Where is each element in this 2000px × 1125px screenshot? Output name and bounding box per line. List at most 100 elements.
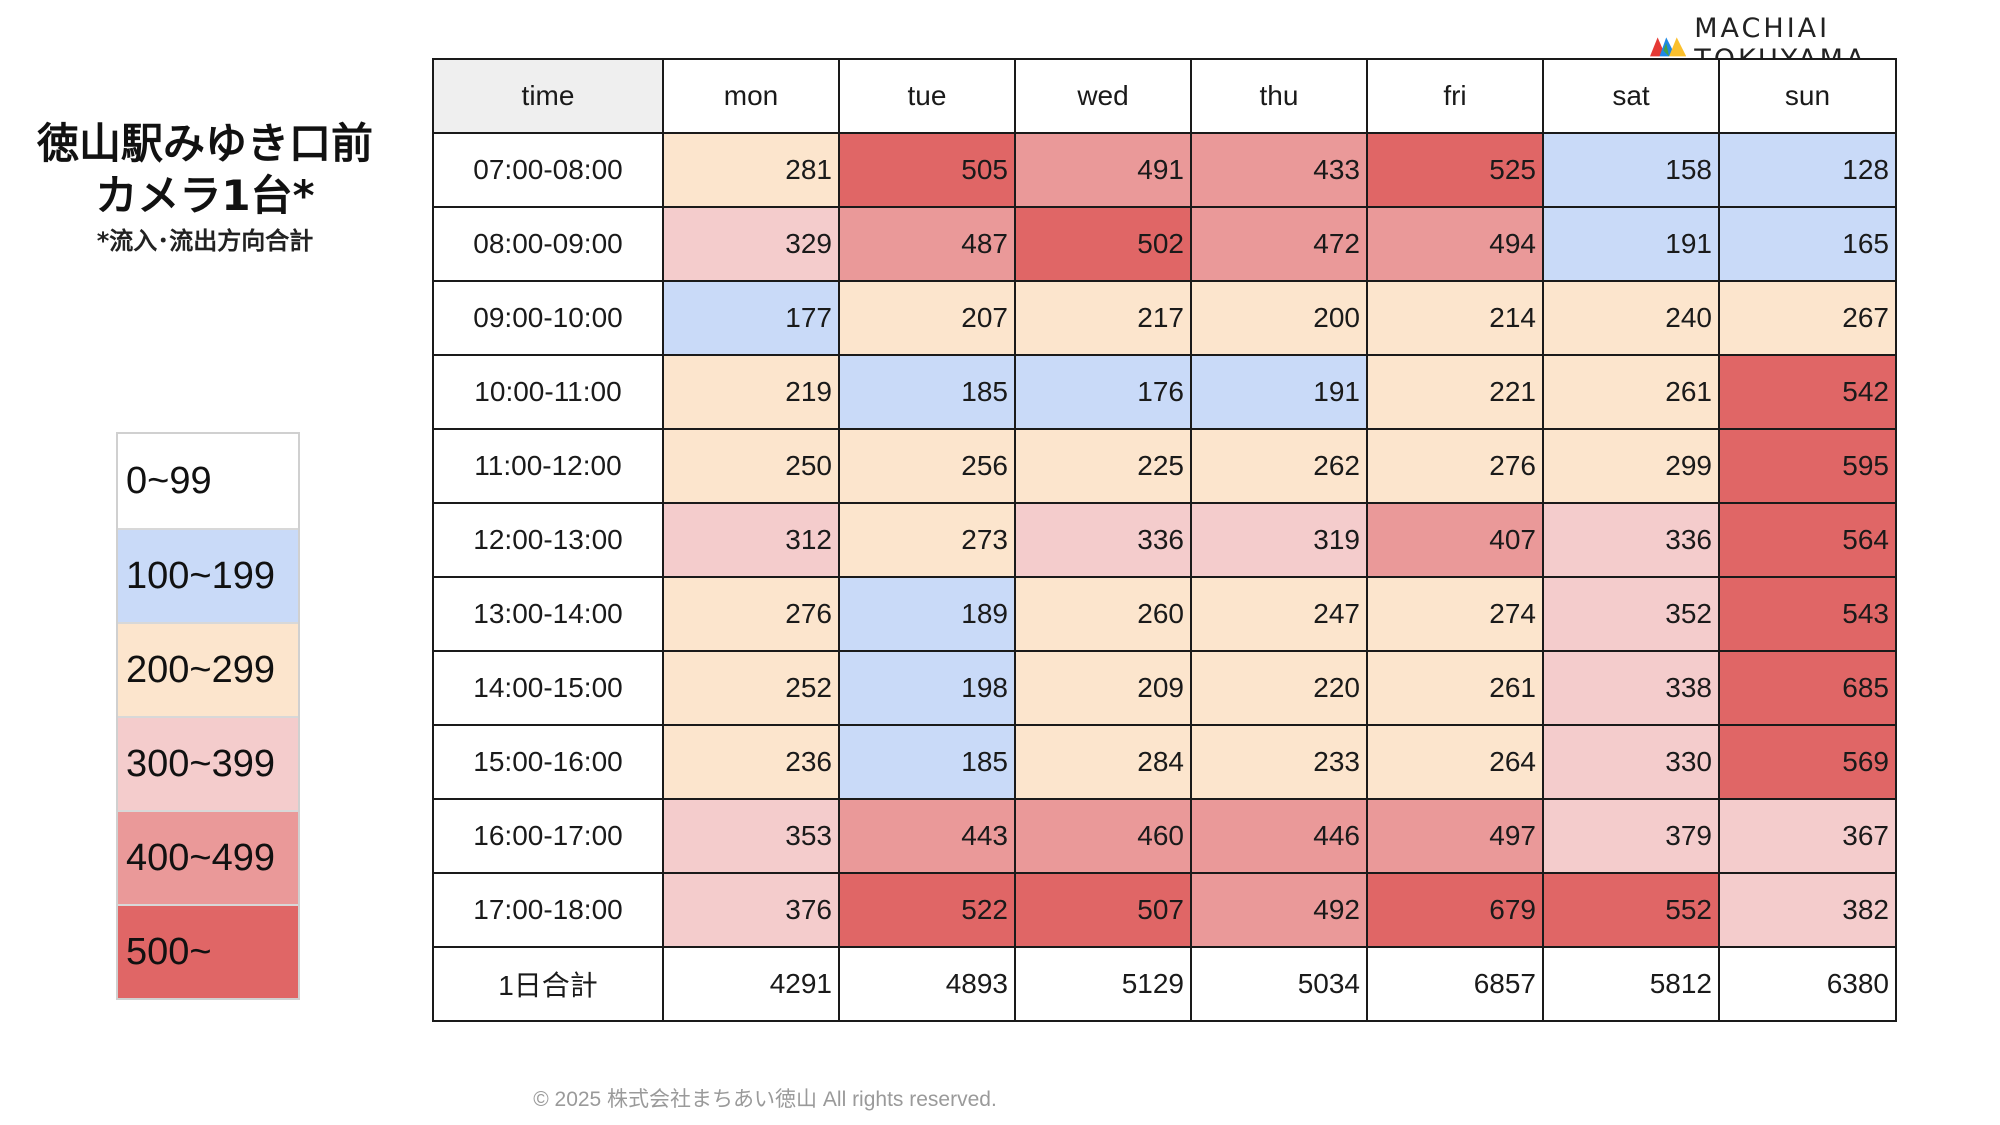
heat-cell: 176 <box>1014 354 1192 430</box>
column-header-time: time <box>432 58 664 134</box>
total-cell: 6380 <box>1718 946 1897 1022</box>
heat-cell: 214 <box>1366 280 1544 356</box>
heat-cell: 382 <box>1718 872 1897 948</box>
heat-cell: 336 <box>1014 502 1192 578</box>
total-cell: 5812 <box>1542 946 1720 1022</box>
legend-item: 300~399 <box>118 716 298 810</box>
heat-cell: 379 <box>1542 798 1720 874</box>
heat-cell: 191 <box>1542 206 1720 282</box>
row-label: 07:00-08:00 <box>432 132 664 208</box>
heat-cell: 200 <box>1190 280 1368 356</box>
heat-cell: 443 <box>838 798 1016 874</box>
row-label: 14:00-15:00 <box>432 650 664 726</box>
row-label: 17:00-18:00 <box>432 872 664 948</box>
heat-cell: 225 <box>1014 428 1192 504</box>
table-row: 10:00-11:00 219 185 176 191 221 261 542 <box>432 354 1897 430</box>
heat-cell: 264 <box>1366 724 1544 800</box>
heat-cell: 207 <box>838 280 1016 356</box>
brand-logo: MACHIAI TOKUYAMA <box>1650 13 2000 75</box>
heat-cell: 338 <box>1542 650 1720 726</box>
row-label: 08:00-09:00 <box>432 206 664 282</box>
heat-cell: 299 <box>1542 428 1720 504</box>
heat-cell: 284 <box>1014 724 1192 800</box>
heat-cell: 165 <box>1718 206 1897 282</box>
heat-cell: 185 <box>838 354 1016 430</box>
heat-cell: 492 <box>1190 872 1368 948</box>
heat-cell: 367 <box>1718 798 1897 874</box>
heat-cell: 679 <box>1366 872 1544 948</box>
heat-cell: 185 <box>838 724 1016 800</box>
color-legend: 0~99 100~199 200~299 300~399 400~499 500~ <box>116 432 300 1000</box>
heat-cell: 198 <box>838 650 1016 726</box>
page-title: 徳山駅みゆき口前 <box>36 119 373 168</box>
total-row-label: 1日合計 <box>432 946 664 1022</box>
heat-cell: 542 <box>1718 354 1897 430</box>
heat-cell: 491 <box>1014 132 1192 208</box>
heat-cell: 273 <box>838 502 1016 578</box>
heat-cell: 525 <box>1366 132 1544 208</box>
total-row: 1日合計 4291 4893 5129 5034 6857 5812 6380 <box>432 946 1897 1022</box>
row-label: 13:00-14:00 <box>432 576 664 652</box>
copyright-footer: © 2025 株式会社まちあい徳山 All rights reserved. <box>533 1088 997 1111</box>
header-row: time mon tue wed thu fri sat sun <box>432 58 1897 134</box>
row-label: 12:00-13:00 <box>432 502 664 578</box>
heatmap-table: time mon tue wed thu fri sat sun 07:00-08:00 281… <box>432 58 1897 1022</box>
heat-cell: 128 <box>1718 132 1897 208</box>
title-block: 徳山駅みゆき口前 カメラ1台* *流入･流出方向合計 <box>20 118 390 258</box>
heat-cell: 240 <box>1542 280 1720 356</box>
heat-cell: 267 <box>1718 280 1897 356</box>
table-row: 15:00-16:00 236 185 284 233 264 330 569 <box>432 724 1897 800</box>
heat-cell: 685 <box>1718 650 1897 726</box>
table-row: 08:00-09:00 329 487 502 472 494 191 165 <box>432 206 1897 282</box>
heat-cell: 407 <box>1366 502 1544 578</box>
heat-cell: 319 <box>1190 502 1368 578</box>
table-row: 17:00-18:00 376 522 507 492 679 552 382 <box>432 872 1897 948</box>
heat-cell: 336 <box>1542 502 1720 578</box>
table-row: 12:00-13:00 312 273 336 319 407 336 564 <box>432 502 1897 578</box>
heat-cell: 329 <box>662 206 840 282</box>
table-row: 09:00-10:00 177 207 217 200 214 240 267 <box>432 280 1897 356</box>
heat-cell: 522 <box>838 872 1016 948</box>
heat-cell: 261 <box>1366 650 1544 726</box>
heat-cell: 352 <box>1542 576 1720 652</box>
total-cell: 5129 <box>1014 946 1192 1022</box>
heat-cell: 507 <box>1014 872 1192 948</box>
heat-cell: 256 <box>838 428 1016 504</box>
heat-cell: 312 <box>662 502 840 578</box>
table-row: 07:00-08:00 281 505 491 433 525 158 128 <box>432 132 1897 208</box>
heat-cell: 497 <box>1366 798 1544 874</box>
legend-item: 0~99 <box>118 434 298 528</box>
heat-cell: 189 <box>838 576 1016 652</box>
table-row: 16:00-17:00 353 443 460 446 497 379 367 <box>432 798 1897 874</box>
table-row: 13:00-14:00 276 189 260 247 274 352 543 <box>432 576 1897 652</box>
row-label: 11:00-12:00 <box>432 428 664 504</box>
column-header-tue: tue <box>838 58 1016 134</box>
heat-cell: 236 <box>662 724 840 800</box>
legend-item: 400~499 <box>118 810 298 904</box>
column-header-fri: fri <box>1366 58 1544 134</box>
column-header-wed: wed <box>1014 58 1192 134</box>
heat-cell: 353 <box>662 798 840 874</box>
heat-cell: 217 <box>1014 280 1192 356</box>
heat-cell: 569 <box>1718 724 1897 800</box>
heat-cell: 330 <box>1542 724 1720 800</box>
legend-item: 100~199 <box>118 528 298 622</box>
heat-cell: 376 <box>662 872 840 948</box>
page-subtitle-note: *流入･流出方向合計 <box>96 227 314 255</box>
heat-cell: 260 <box>1014 576 1192 652</box>
table-row: 11:00-12:00 250 256 225 262 276 299 595 <box>432 428 1897 504</box>
heat-cell: 276 <box>1366 428 1544 504</box>
heat-cell: 209 <box>1014 650 1192 726</box>
heat-cell: 261 <box>1542 354 1720 430</box>
heat-cell: 446 <box>1190 798 1368 874</box>
heat-cell: 274 <box>1366 576 1544 652</box>
heat-cell: 252 <box>662 650 840 726</box>
heat-cell: 552 <box>1542 872 1720 948</box>
heat-cell: 502 <box>1014 206 1192 282</box>
legend-item: 500~ <box>118 904 298 998</box>
total-cell: 6857 <box>1366 946 1544 1022</box>
heat-cell: 505 <box>838 132 1016 208</box>
page-title-camera: カメラ1台* <box>95 171 315 220</box>
table-row: 14:00-15:00 252 198 209 220 261 338 685 <box>432 650 1897 726</box>
heat-cell: 262 <box>1190 428 1368 504</box>
